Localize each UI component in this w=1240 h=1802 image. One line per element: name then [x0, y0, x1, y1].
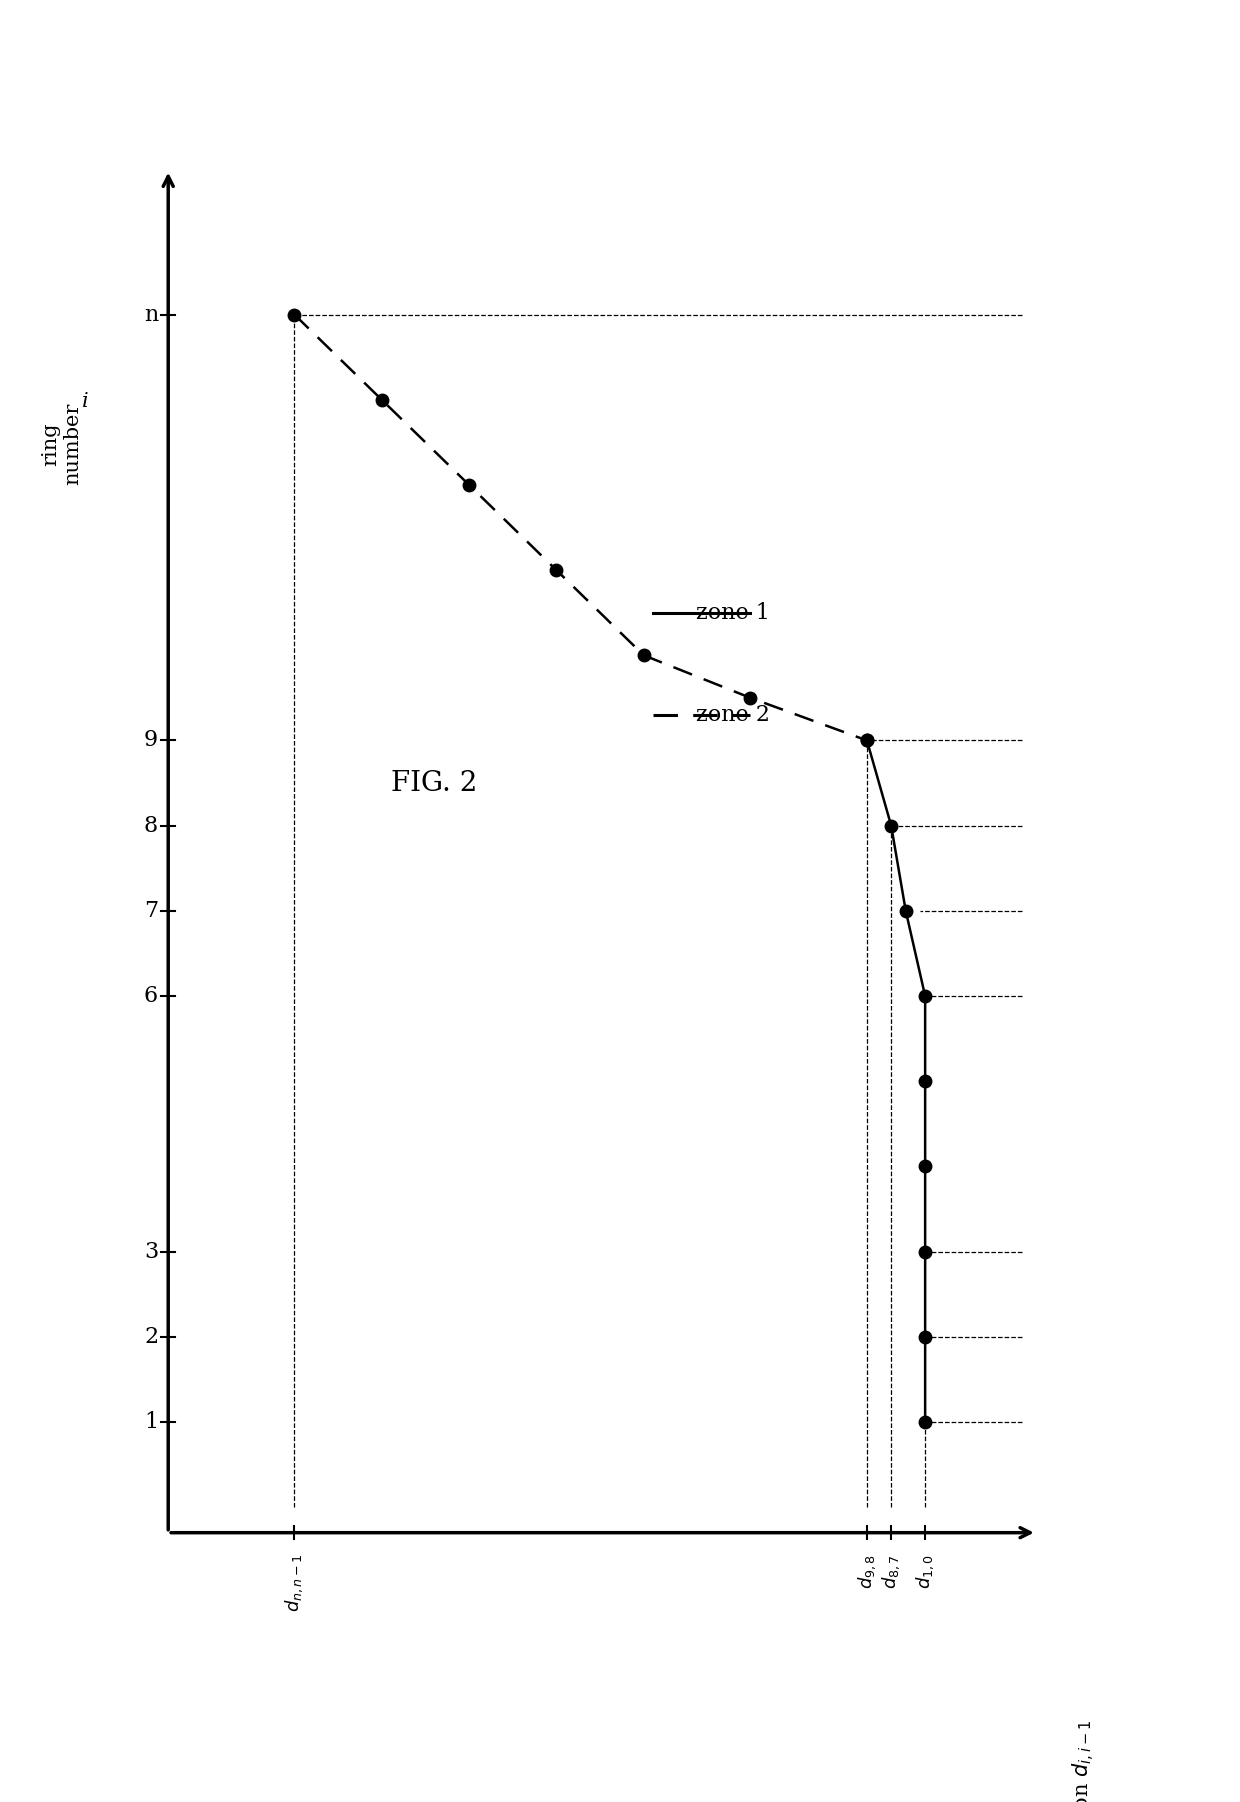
Text: FIG. 2: FIG. 2	[392, 769, 477, 796]
Text: 7: 7	[144, 899, 157, 923]
Text: n: n	[144, 303, 159, 326]
Text: 2: 2	[144, 1326, 157, 1348]
Text: 8: 8	[144, 815, 159, 836]
Text: 3: 3	[144, 1240, 159, 1263]
Text: i: i	[82, 391, 89, 411]
Text: $d_{9,8}$: $d_{9,8}$	[856, 1553, 878, 1589]
Text: $d_{8,7}$: $d_{8,7}$	[880, 1553, 901, 1589]
Text: ring
number: ring number	[41, 404, 82, 485]
Text: zone 2: zone 2	[696, 705, 770, 726]
Text: 1: 1	[144, 1411, 157, 1433]
Text: 6: 6	[144, 986, 157, 1007]
Text: $d_{1,0}$: $d_{1,0}$	[914, 1553, 936, 1589]
Text: zone 1: zone 1	[696, 602, 770, 623]
Text: $d_{n,n-1}$: $d_{n,n-1}$	[284, 1553, 305, 1613]
Text: ring-to-ring separation $d_{i,i-1}$: ring-to-ring separation $d_{i,i-1}$	[1070, 1721, 1097, 1802]
Text: 9: 9	[144, 730, 157, 751]
